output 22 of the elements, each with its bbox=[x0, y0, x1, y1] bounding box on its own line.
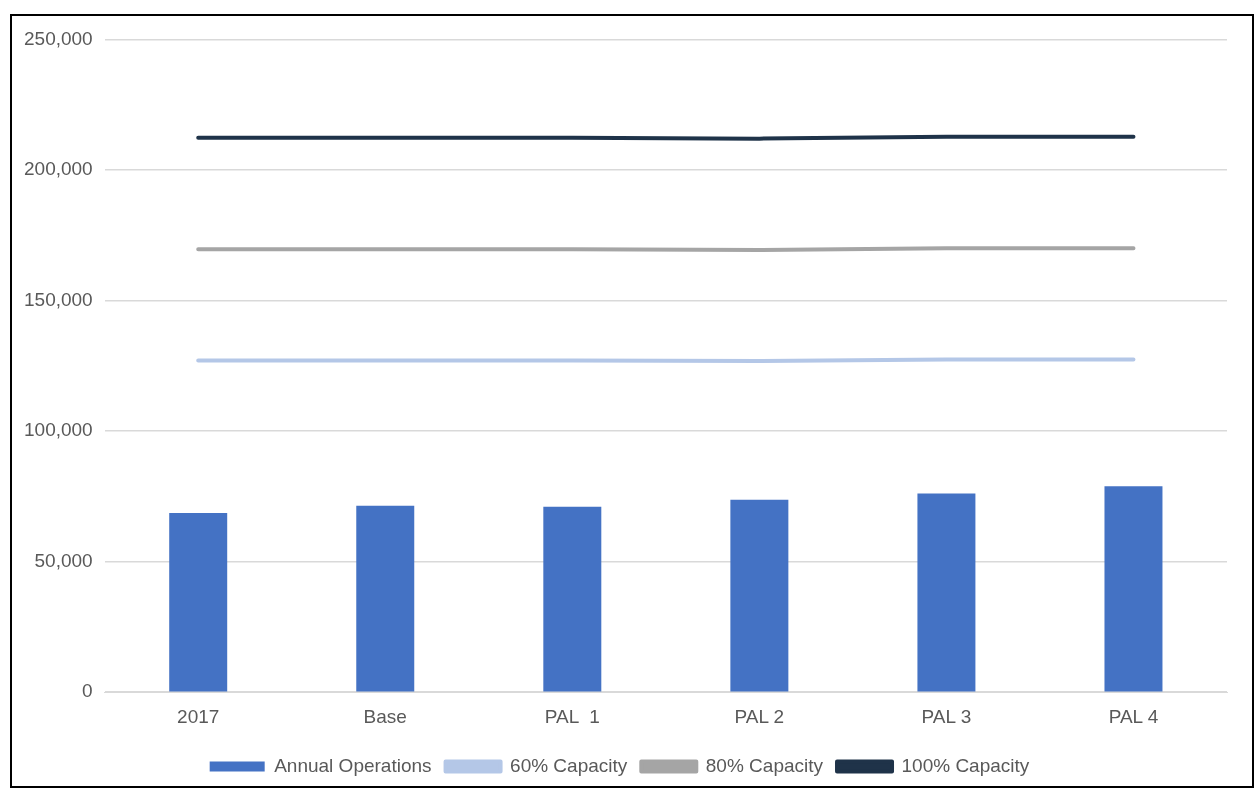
x-tick-label: PAL 3 bbox=[921, 705, 972, 727]
bar bbox=[543, 506, 602, 692]
y-tick-label: 100,000 bbox=[23, 419, 93, 441]
x-tick-label: Base bbox=[363, 705, 407, 727]
bar bbox=[730, 499, 789, 692]
legend-label: 60% Capacity bbox=[510, 754, 628, 776]
y-tick-label: 50,000 bbox=[34, 549, 93, 571]
legend-label: 100% Capacity bbox=[901, 754, 1030, 776]
x-tick-label: 2017 bbox=[177, 705, 220, 727]
x-tick-label: PAL 2 bbox=[734, 705, 785, 727]
bar bbox=[169, 513, 228, 692]
x-tick-label: PAL 4 bbox=[1108, 705, 1159, 727]
y-tick-label: 200,000 bbox=[23, 158, 93, 180]
legend-label: 80% Capacity bbox=[705, 754, 824, 776]
y-tick-label: 0 bbox=[82, 680, 93, 702]
y-tick-label: 150,000 bbox=[23, 288, 93, 310]
bar bbox=[1104, 486, 1163, 692]
y-tick-label: 250,000 bbox=[23, 27, 93, 49]
x-tick-label: PAL 1 bbox=[544, 705, 600, 727]
legend-label: Annual Operations bbox=[274, 754, 432, 776]
bar bbox=[356, 505, 415, 692]
bar bbox=[917, 493, 976, 692]
